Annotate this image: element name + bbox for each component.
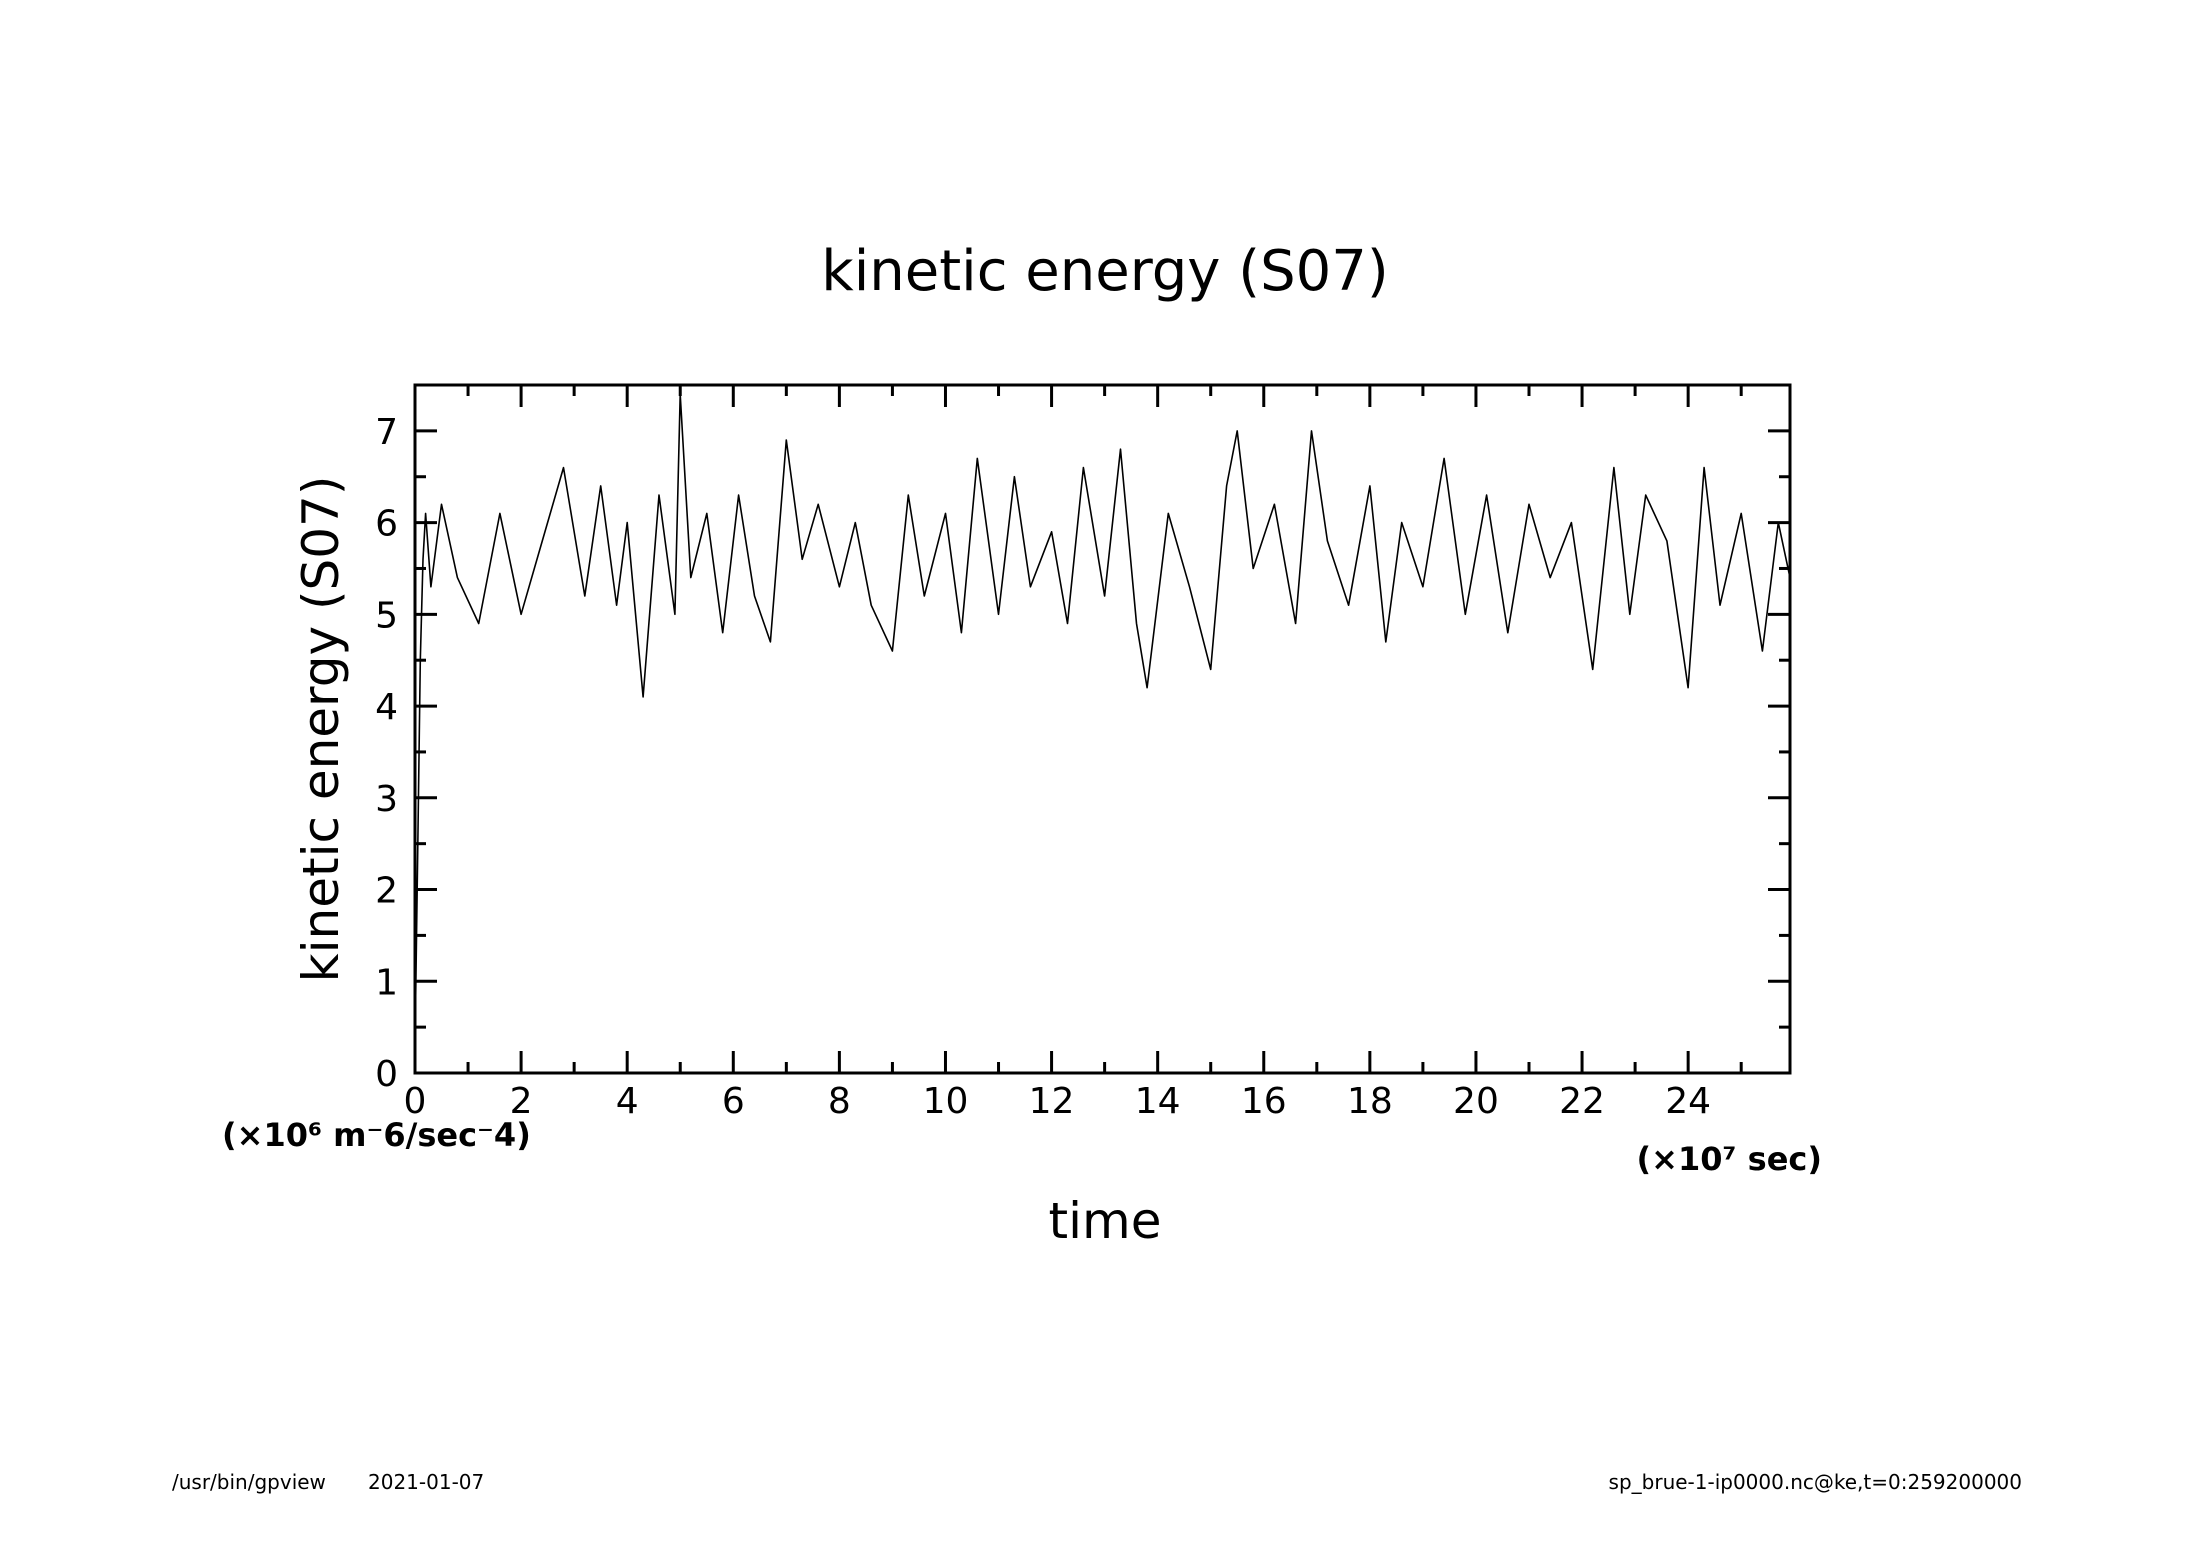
x-tick-label: 20: [1453, 1081, 1499, 1122]
y-unit-label: (×10⁶ m⁻6/sec⁻4): [222, 1116, 531, 1154]
y-tick-label: 5: [375, 595, 398, 636]
y-tick-label: 6: [375, 504, 398, 545]
y-tick-label: 3: [375, 779, 398, 820]
plot-area: [413, 383, 1792, 1075]
footer-program-path: /usr/bin/gpview: [172, 1470, 326, 1494]
plot-frame: [413, 383, 1792, 1075]
axis-ticks: [413, 383, 1790, 1075]
x-tick-label: 2: [510, 1081, 533, 1122]
y-tick-label: 2: [375, 871, 398, 912]
x-axis-title: time: [1049, 1192, 1162, 1250]
x-tick-label: 24: [1665, 1081, 1711, 1122]
series-line-kinetic-energy: [414, 393, 1791, 1046]
x-tick-label: 18: [1347, 1081, 1393, 1122]
x-tick-label: 12: [1029, 1081, 1075, 1122]
y-axis-title: kinetic energy (S07): [292, 476, 350, 983]
x-tick-label: 8: [828, 1081, 851, 1122]
x-tick-label: 0: [404, 1081, 427, 1122]
x-tick-label: 10: [923, 1081, 969, 1122]
x-tick-label: 22: [1559, 1081, 1605, 1122]
footer-file-info: sp_brue-1-ip0000.nc@ke,t=0:259200000: [1609, 1470, 2022, 1494]
footer-date: 2021-01-07: [368, 1470, 484, 1494]
x-unit-label: (×10⁷ sec): [1637, 1140, 1822, 1178]
x-tick-label: 4: [616, 1081, 639, 1122]
x-tick-label: 6: [722, 1081, 745, 1122]
x-tick-label: 16: [1241, 1081, 1287, 1122]
chart-title: kinetic energy (S07): [821, 239, 1388, 304]
y-tick-label: 1: [375, 962, 398, 1003]
y-tick-label: 0: [375, 1054, 398, 1095]
y-tick-label: 7: [375, 412, 398, 453]
y-tick-label: 4: [375, 687, 398, 728]
x-tick-label: 14: [1135, 1081, 1181, 1122]
